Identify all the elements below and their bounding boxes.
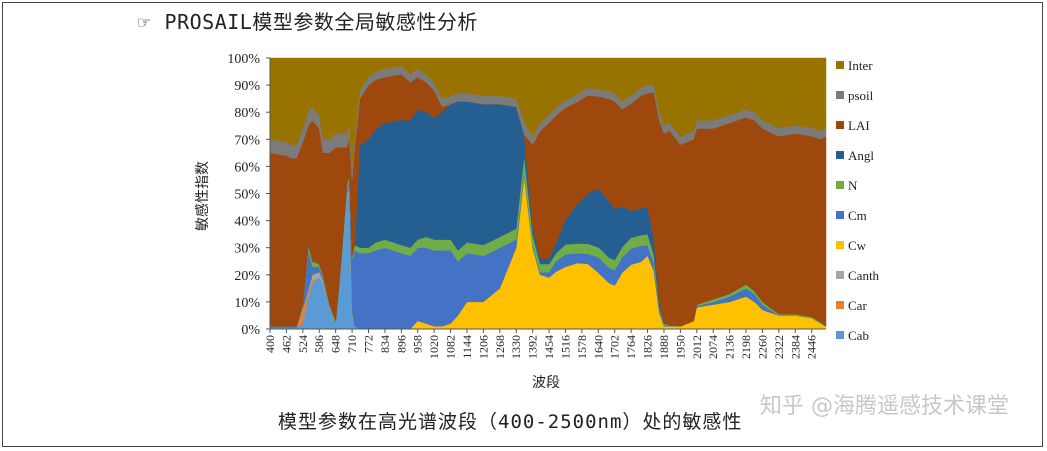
legend-swatch-lai	[836, 121, 844, 129]
x-tick-label: 1392	[526, 335, 540, 359]
y-tick-label: 40%	[234, 215, 260, 230]
x-tick-label: 2074	[706, 335, 720, 359]
x-tick-label: 1020	[427, 335, 441, 359]
legend-swatch-n	[836, 181, 844, 189]
x-tick-label: 1702	[608, 335, 622, 359]
watermark-text: 知乎 @海腾遥感技术课堂	[760, 394, 1009, 419]
x-tick-label: 1764	[624, 335, 638, 359]
x-tick-label: 1640	[591, 335, 605, 359]
legend-swatch-cab	[836, 331, 844, 339]
y-tick-label: 90%	[234, 79, 260, 94]
legend-label-cw: Cw	[848, 238, 867, 253]
legend-swatch-angl	[836, 151, 844, 159]
x-tick-label: 2012	[690, 335, 704, 359]
legend-label-inter: Inter	[848, 58, 873, 73]
x-tick-label: 710	[345, 335, 359, 353]
y-tick-label: 50%	[234, 188, 260, 203]
x-tick-label: 1082	[444, 335, 458, 359]
y-tick-label: 100%	[227, 52, 260, 67]
legend-label-canth: Canth	[848, 268, 880, 283]
pointing-hand-icon: ☞	[138, 10, 151, 34]
x-tick-label: 1578	[575, 335, 589, 359]
legend-swatch-car	[836, 301, 844, 309]
legend-label-lai: LAI	[848, 118, 870, 133]
legend-swatch-cw	[836, 241, 844, 249]
legend-label-car: Car	[848, 298, 867, 313]
y-tick-label: 80%	[234, 106, 260, 121]
legend-swatch-cm	[836, 211, 844, 219]
y-tick-label: 0%	[241, 323, 260, 338]
legend-label-cab: Cab	[848, 328, 869, 343]
x-tick-label: 648	[329, 335, 343, 353]
heading-title: PROSAIL模型参数全局敏感性分析	[164, 10, 478, 34]
x-tick-label: 1454	[542, 335, 556, 359]
x-tick-label: 772	[361, 335, 375, 353]
x-tick-label: 958	[411, 335, 425, 353]
x-tick-label: 1144	[460, 335, 474, 359]
x-tick-label: 524	[296, 335, 310, 353]
legend-swatch-canth	[836, 271, 844, 279]
legend-label-n: N	[848, 178, 858, 193]
figure-caption: 模型参数在高光谱波段（400-2500nm）处的敏感性	[278, 411, 743, 433]
y-axis-label: 敏感性指数	[194, 161, 211, 231]
y-tick-label: 60%	[234, 160, 260, 175]
x-tick-label: 1268	[493, 335, 507, 359]
x-tick-label: 1950	[673, 335, 687, 359]
y-tick-label: 20%	[234, 269, 260, 284]
x-tick-label: 1826	[641, 335, 655, 359]
x-tick-label: 400	[263, 335, 277, 353]
area-inter	[269, 57, 827, 167]
y-tick-label: 10%	[234, 296, 260, 311]
x-axis-label: 波段	[532, 375, 560, 391]
legend-swatch-psoil	[836, 91, 844, 99]
y-tick-label: 70%	[234, 133, 260, 148]
legend-label-psoil: psoil	[848, 88, 874, 103]
x-tick-label: 1888	[657, 335, 671, 359]
x-tick-label: 2198	[739, 335, 753, 359]
legend-label-angl: Angl	[848, 148, 874, 163]
x-tick-label: 1516	[558, 335, 572, 359]
x-tick-label: 2136	[723, 335, 737, 359]
x-tick-label: 834	[378, 335, 392, 353]
x-tick-label: 1330	[509, 335, 523, 359]
x-tick-label: 2322	[772, 335, 786, 359]
y-tick-label: 30%	[234, 242, 260, 257]
x-tick-label: 2384	[788, 335, 802, 359]
slide-heading: ☞ PROSAIL模型参数全局敏感性分析	[138, 6, 478, 35]
legend-swatch-inter	[836, 61, 844, 69]
x-tick-label: 1206	[476, 335, 490, 359]
legend-label-cm: Cm	[848, 208, 867, 223]
x-tick-label: 462	[279, 335, 293, 353]
x-tick-label: 2260	[755, 335, 769, 359]
x-tick-label: 2446	[805, 335, 819, 359]
x-tick-label: 896	[394, 335, 408, 353]
x-tick-label: 586	[312, 335, 326, 353]
